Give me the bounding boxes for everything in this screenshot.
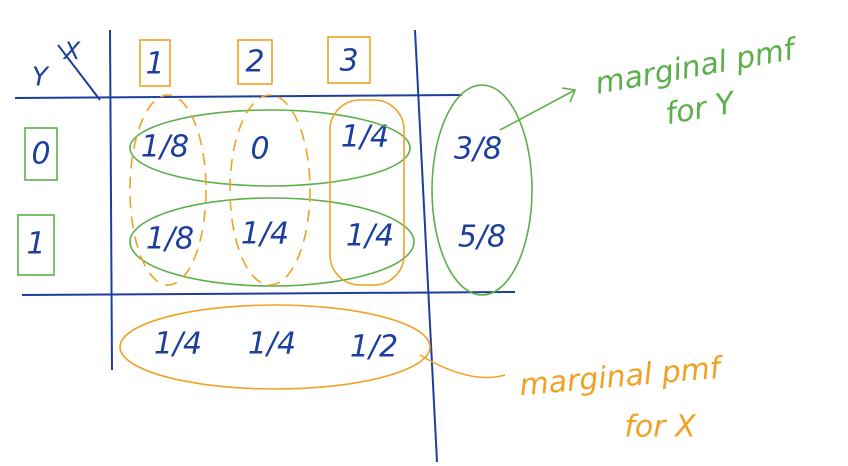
cell: 1/4 [241, 217, 289, 252]
row-ellipse [129, 109, 411, 187]
marginal-y-ellipse [431, 84, 533, 296]
cell: 1/8 [141, 130, 189, 165]
cell: 1/4 [346, 219, 394, 254]
arrow [499, 87, 577, 131]
marginal-x-ellipse [119, 304, 431, 390]
header-box [24, 127, 58, 181]
column-ellipse [129, 94, 207, 286]
column-header: 3 [339, 44, 358, 79]
header-box [17, 214, 55, 276]
cell: 0 [250, 132, 269, 167]
header-box [139, 39, 171, 87]
annotation: for Y [663, 85, 740, 132]
header-box [237, 39, 273, 85]
marginal-y: 3/8 [454, 132, 502, 167]
connector [419, 354, 506, 379]
marginal-x: 1/4 [248, 327, 296, 362]
table-line [414, 29, 438, 463]
table-line [21, 291, 516, 296]
marginal-y: 5/8 [458, 220, 506, 255]
marginal-x: 1/2 [350, 330, 398, 365]
table-line [14, 94, 463, 99]
column-header: 1 [145, 47, 164, 82]
annotation: marginal pmf [518, 350, 726, 403]
table-line [109, 29, 113, 371]
column-header: 2 [245, 45, 264, 80]
row-header: 0 [31, 137, 50, 172]
row-header: 1 [26, 227, 45, 262]
column-ellipse [329, 99, 405, 286]
row-variable: Y [32, 63, 50, 93]
corner-diagonal [57, 44, 101, 101]
row-ellipse [129, 197, 415, 287]
column-ellipse [229, 94, 311, 286]
annotation: for X [624, 410, 697, 445]
marginal-x: 1/4 [154, 327, 202, 362]
column-variable: X [62, 37, 81, 65]
header-box [327, 36, 371, 84]
cell: 1/8 [146, 222, 194, 257]
